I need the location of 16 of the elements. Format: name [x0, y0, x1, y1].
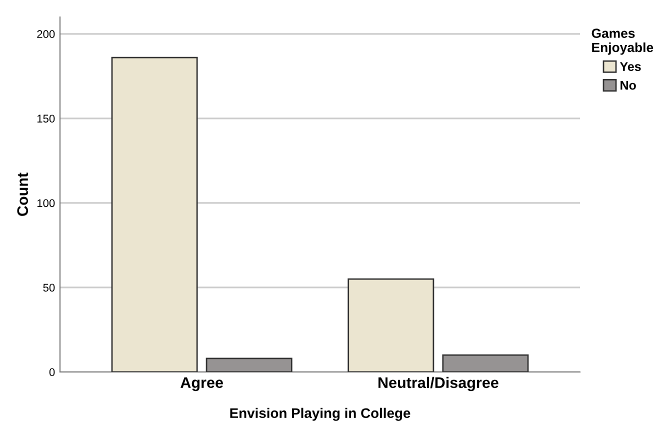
- bar: [348, 278, 434, 372]
- x-tick-label: Neutral/Disagree: [378, 376, 498, 392]
- legend-label: Yes: [620, 62, 641, 72]
- y-tick-label: 100: [37, 199, 55, 208]
- y-tick-label: 0: [49, 368, 55, 376]
- y-tick-label: 50: [43, 284, 55, 292]
- y-axis-title: Count: [17, 172, 28, 216]
- bar: [442, 354, 529, 372]
- legend-title: Games Enjoyable: [592, 28, 654, 55]
- x-axis-title: Envision Playing in College: [230, 408, 410, 421]
- bar: [206, 358, 292, 372]
- x-tick-label: Agree: [180, 377, 223, 392]
- y-tick-label: 150: [37, 114, 55, 123]
- bar: [111, 56, 198, 372]
- y-tick-label: 200: [37, 30, 55, 38]
- legend-label: No: [620, 81, 636, 90]
